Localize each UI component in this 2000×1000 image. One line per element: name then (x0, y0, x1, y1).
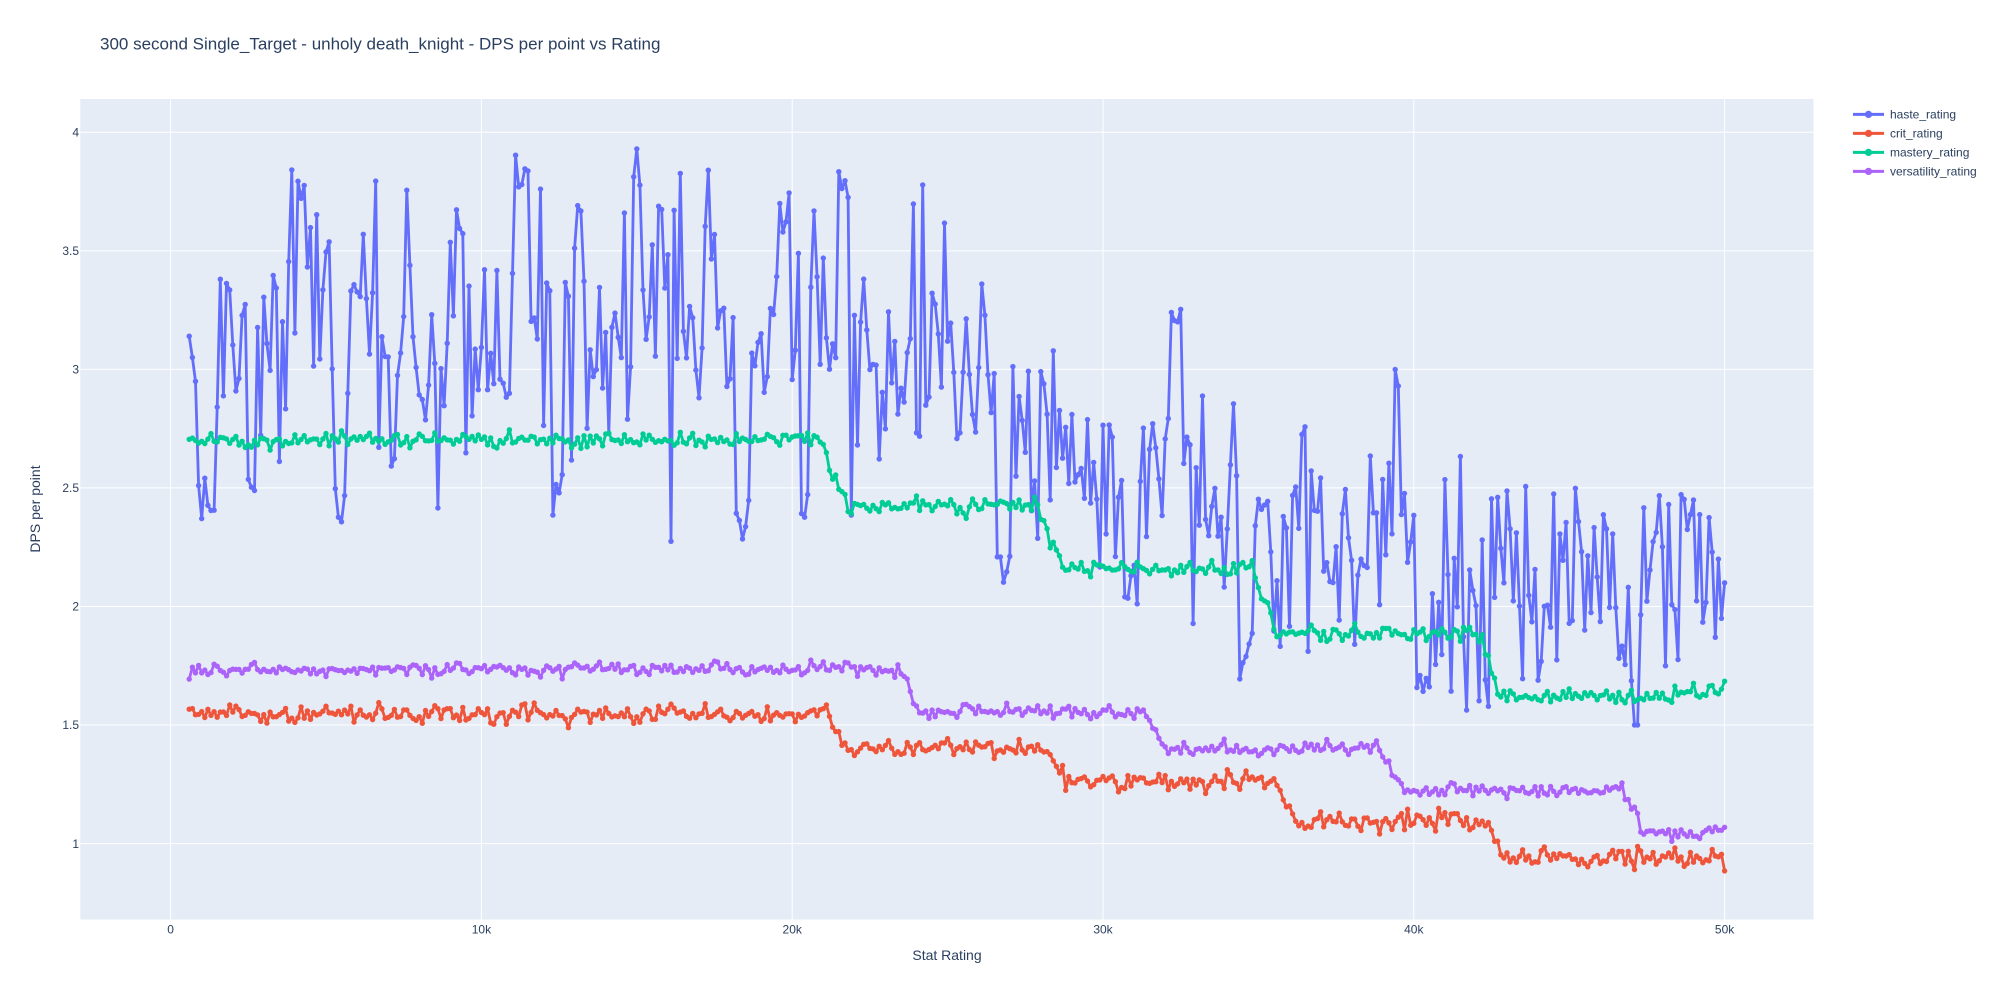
svg-text:20k: 20k (783, 923, 803, 937)
svg-text:3: 3 (72, 363, 79, 377)
svg-text:haste_rating: haste_rating (1890, 108, 1956, 122)
svg-text:versatility_rating: versatility_rating (1890, 165, 1977, 179)
svg-text:2: 2 (72, 600, 79, 614)
svg-text:300 second Single_Target - unh: 300 second Single_Target - unholy death_… (100, 35, 660, 54)
svg-text:1: 1 (72, 837, 79, 851)
svg-text:1.5: 1.5 (62, 718, 79, 732)
svg-text:10k: 10k (472, 923, 492, 937)
svg-text:4: 4 (72, 126, 79, 140)
svg-text:DPS per point: DPS per point (27, 465, 43, 552)
svg-text:50k: 50k (1715, 923, 1735, 937)
svg-text:0: 0 (167, 923, 174, 937)
svg-text:30k: 30k (1093, 923, 1113, 937)
svg-text:2.5: 2.5 (62, 481, 79, 495)
svg-text:40k: 40k (1404, 923, 1424, 937)
svg-text:3.5: 3.5 (62, 244, 79, 258)
svg-text:crit_rating: crit_rating (1890, 127, 1943, 141)
svg-text:Stat Rating: Stat Rating (912, 947, 981, 963)
svg-text:mastery_rating: mastery_rating (1890, 146, 1969, 160)
